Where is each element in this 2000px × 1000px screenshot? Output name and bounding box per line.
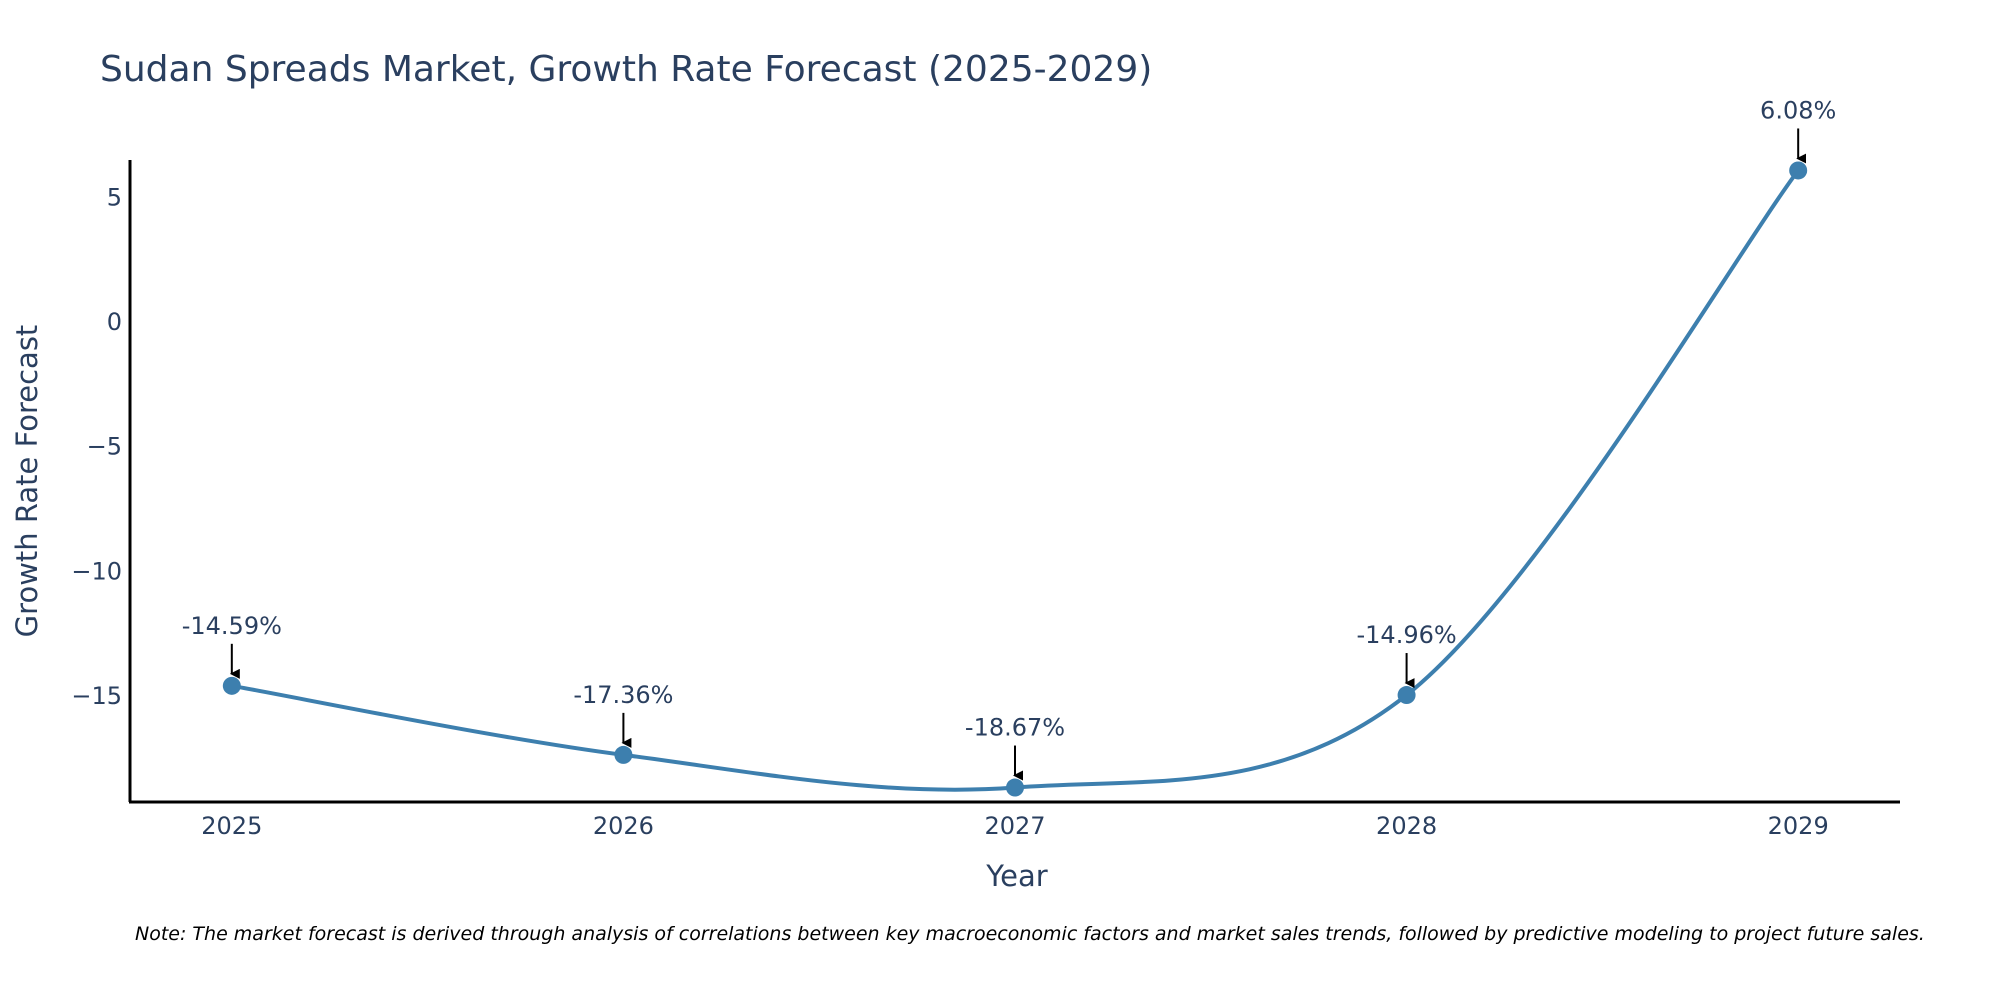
data-label-2025: -14.59%: [182, 612, 282, 640]
data-point-2026: [614, 745, 633, 764]
data-label-2028: -14.96%: [1357, 621, 1457, 649]
data-labels: -14.59% -17.36% -18.67% -14.96% 6.08%: [182, 96, 1836, 781]
data-point-2025: [222, 676, 241, 695]
x-tick-label: 2029: [1768, 812, 1829, 840]
x-axis-title: Year: [985, 859, 1047, 893]
series-line: [231, 169, 1800, 792]
data-point-2028: [1397, 686, 1416, 705]
data-label-2029: 6.08%: [1760, 96, 1836, 124]
x-axis-ticks: 2025 2026 2027 2028 2029: [201, 812, 1828, 840]
y-tick-label: 5: [107, 183, 122, 211]
y-tick-label: −10: [71, 557, 122, 585]
data-point-2027: [1006, 778, 1024, 797]
x-tick-label: 2026: [593, 812, 654, 840]
data-label-2026: -17.36%: [573, 681, 673, 709]
y-axis-title: Growth Rate Forecast: [10, 325, 44, 638]
x-tick-label: 2028: [1376, 812, 1437, 840]
chart-title: Sudan Spreads Market, Growth Rate Foreca…: [100, 49, 1152, 90]
y-tick-label: 0: [107, 308, 122, 336]
data-point-2029: [1789, 161, 1808, 180]
y-axis-ticks: 5 0 −5 −10 −15: [71, 183, 122, 710]
x-tick-label: 2025: [201, 812, 262, 840]
footnote: Note: The market forecast is derived thr…: [135, 923, 1925, 945]
x-tick-label: 2027: [984, 812, 1045, 840]
y-tick-label: −5: [87, 433, 122, 461]
y-tick-label: −15: [71, 682, 122, 710]
data-points: [222, 161, 1808, 797]
data-label-2027: -18.67%: [965, 714, 1065, 742]
